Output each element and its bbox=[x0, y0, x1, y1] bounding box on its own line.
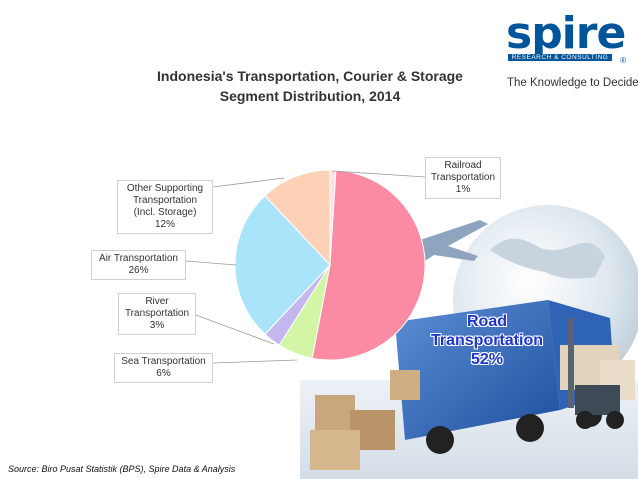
label-other-line3: (Incl. Storage) bbox=[133, 207, 197, 218]
leader-line-sea bbox=[212, 359, 298, 364]
label-railroad-pct: 1% bbox=[455, 184, 471, 195]
label-road-line2: Transportation bbox=[430, 332, 543, 349]
pie-slice-road-transportation bbox=[311, 169, 426, 361]
label-sea: Sea Transportation 6% bbox=[114, 353, 213, 383]
label-railroad-line2: Transportation bbox=[430, 172, 496, 183]
label-road-line1: Road bbox=[467, 313, 507, 330]
label-other-line1: Other Supporting bbox=[126, 183, 204, 194]
chart-title-line2: Segment Distribution, 2014 bbox=[219, 88, 401, 104]
chart-title: Indonesia's Transportation, Courier & St… bbox=[120, 66, 500, 106]
leader-line-railroad bbox=[331, 170, 427, 178]
leader-line-river bbox=[195, 314, 275, 345]
label-sea-pct: 6% bbox=[156, 368, 171, 379]
label-road: Road Transportation 52% bbox=[424, 312, 550, 369]
label-air-pct: 26% bbox=[128, 265, 149, 276]
label-river-line1: River bbox=[145, 296, 169, 307]
label-railroad: Railroad Transportation 1% bbox=[425, 157, 501, 199]
pie-slice-other-supporting-transportation-incl-storage bbox=[264, 169, 331, 267]
leader-line-other bbox=[212, 177, 285, 188]
label-river-pct: 3% bbox=[149, 320, 165, 331]
logo-wordmark: spire bbox=[506, 8, 626, 59]
label-other: Other Supporting Transportation (Incl. S… bbox=[117, 180, 213, 234]
logo-subtext: RESEARCH & CONSULTING bbox=[508, 54, 612, 61]
leader-lines bbox=[185, 170, 427, 364]
label-road-pct: 52% bbox=[470, 351, 504, 368]
label-other-pct: 12% bbox=[154, 219, 175, 230]
label-sea-line1: Sea Transportation bbox=[121, 356, 206, 367]
label-other-line2: Transportation bbox=[132, 195, 198, 206]
label-air: Air Transportation 26% bbox=[91, 250, 186, 280]
label-railroad-line1: Railroad bbox=[444, 160, 482, 171]
label-river-line2: Transportation bbox=[124, 308, 190, 319]
pie-slices bbox=[234, 169, 426, 361]
leader-line-air bbox=[185, 260, 237, 266]
spire-logo: spire RESEARCH & CONSULTING ® bbox=[506, 8, 626, 66]
chart-title-line1: Indonesia's Transportation, Courier & St… bbox=[157, 68, 463, 84]
label-air-line1: Air Transportation bbox=[99, 253, 178, 264]
label-river: River Transportation 3% bbox=[118, 293, 196, 335]
source-note: Source: Biro Pusat Statistik (BPS), Spir… bbox=[8, 464, 236, 474]
brand-tagline: The Knowledge to Decide bbox=[507, 77, 638, 89]
logo-registered-mark: ® bbox=[620, 56, 626, 65]
